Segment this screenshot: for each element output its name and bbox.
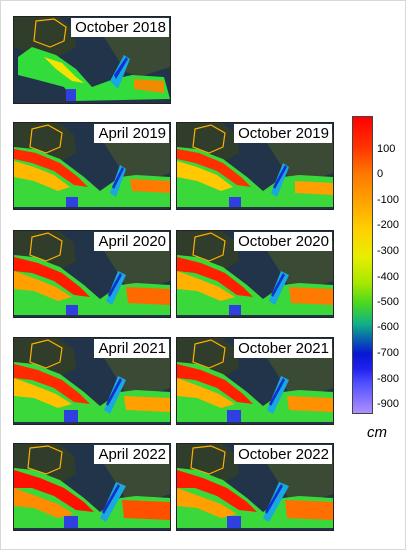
panel-label: October 2022 (234, 445, 332, 464)
map-panel-oct-2019: October 2019 (176, 122, 334, 210)
colorbar-tick: -800 (377, 373, 400, 385)
depth-map (177, 231, 333, 317)
panel-label: October 2019 (234, 124, 332, 143)
colorbar-tick: -300 (377, 245, 400, 257)
panel-label: October 2021 (234, 339, 332, 358)
map-panel-oct-2018: October 2018 (13, 16, 171, 104)
panel-label: October 2020 (234, 232, 332, 251)
colorbar (352, 116, 373, 414)
map-panel-apr-2020: April 2020 (13, 230, 171, 318)
panel-label: April 2020 (94, 232, 169, 251)
panel-label: April 2019 (94, 124, 169, 143)
map-panel-apr-2019: April 2019 (13, 122, 171, 210)
colorbar-unit: cm (367, 424, 387, 441)
panel-label: April 2021 (94, 339, 169, 358)
colorbar-tick: 100 (377, 143, 396, 155)
depth-map (177, 338, 333, 424)
colorbar-tick: -400 (377, 271, 400, 283)
map-panel-oct-2022: October 2022 (176, 443, 334, 531)
colorbar-tick: -200 (377, 219, 400, 231)
panel-label: October 2018 (71, 18, 169, 37)
colorbar-tick: 0 (377, 168, 384, 180)
map-panel-oct-2021: October 2021 (176, 337, 334, 425)
depth-map (14, 338, 170, 424)
depth-map (177, 123, 333, 209)
colorbar-tick: -900 (377, 398, 400, 410)
depth-map (14, 231, 170, 317)
map-panel-oct-2020: October 2020 (176, 230, 334, 318)
map-panel-apr-2022: April 2022 (13, 443, 171, 531)
map-panel-apr-2021: April 2021 (13, 337, 171, 425)
colorbar-tick: -700 (377, 347, 400, 359)
colorbar-tick: -600 (377, 321, 400, 333)
depth-map (14, 17, 170, 103)
colorbar-tick: -500 (377, 296, 400, 308)
panel-label: April 2022 (94, 445, 169, 464)
colorbar-tick: -100 (377, 194, 400, 206)
